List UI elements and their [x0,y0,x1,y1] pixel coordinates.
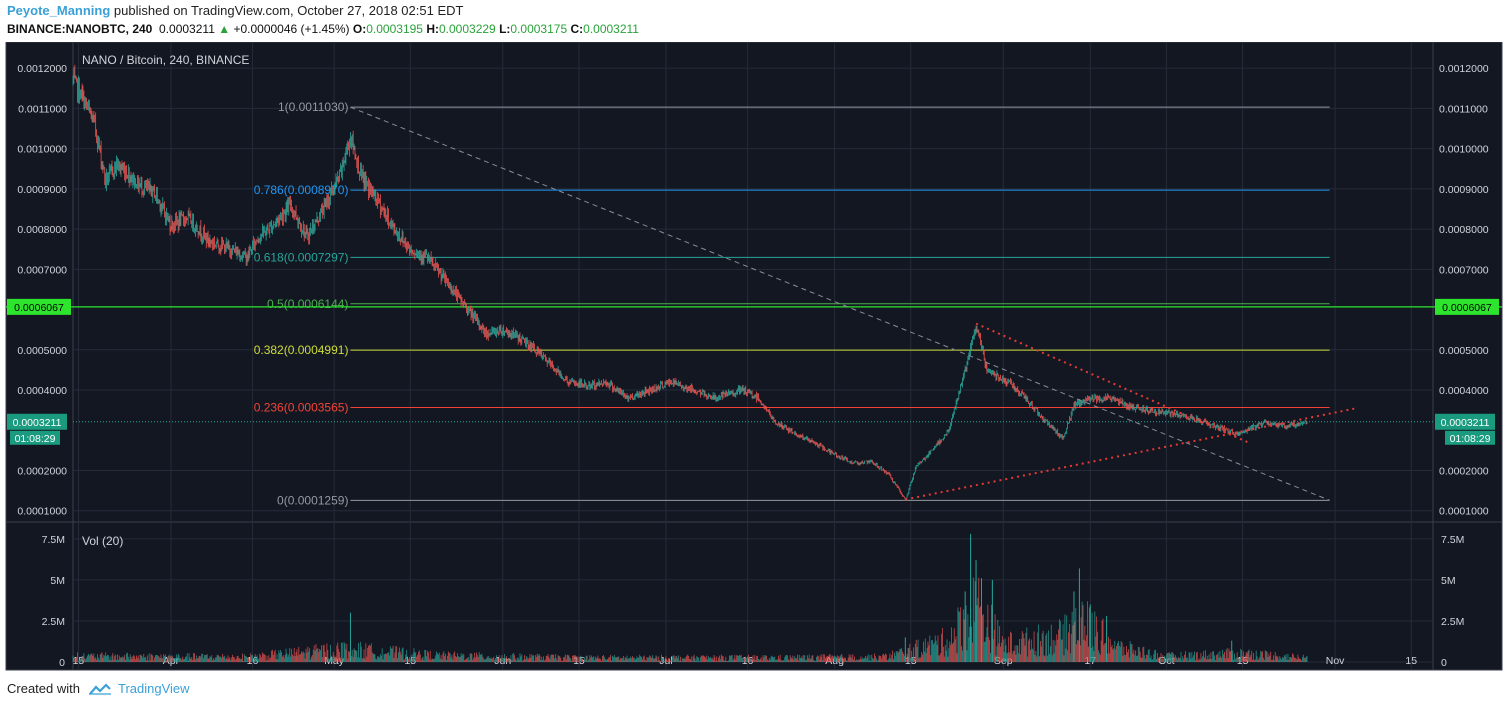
vol-tick-label-left: 7.5M [42,534,65,546]
x-tick-label: 15 [1405,655,1417,667]
y-tick-label-right: 0.0005000 [1439,345,1489,357]
price-chart[interactable]: 0.0012000 0.0012000 0.0011000 0.0011000 0.00… [0,42,1508,672]
y-tick-label-right: 0.0012000 [1439,63,1489,75]
volume-label: Vol (20) [82,534,123,548]
close-label: C: [570,22,584,36]
chart-background [5,42,1503,671]
fib-level-label: 0.382(0.0004991) [254,343,349,357]
y-tick-label-left: 0.0005000 [17,345,67,357]
y-tick-label-right: 0.0011000 [1439,103,1488,115]
vol-tick-label-left: 5M [50,575,65,587]
y-tick-label-left: 0.0010000 [17,144,67,156]
level-label-right: 0.0006067 [1435,298,1499,315]
level-label-text: 0.0006067 [1442,302,1492,314]
high-value: 0.0003229 [438,22,496,36]
fib-level-label: 0.5(0.0006144) [267,297,348,311]
y-tick-label-right: 0.0007000 [1439,264,1489,276]
y-tick-label-left: 0.0011000 [18,103,67,115]
open-value: 0.0003195 [366,22,423,36]
y-tick-label-right: 0.0004000 [1439,385,1489,397]
vol-tick-label-right: 5M [1441,575,1456,587]
vol-tick-label-left: 0 [59,657,65,669]
y-tick-label-right: 0.0001000 [1439,506,1489,518]
last-price-label-right: 0.0003211 01:08:29 [1435,413,1495,445]
fib-level-label: 0.236(0.0003565) [254,401,349,415]
low-value: 0.0003175 [510,22,568,36]
close-value: 0.0003211 [583,22,639,36]
up-arrow-icon: ▲ [218,22,231,36]
publish-line: Peyote_Manning published on TradingView.… [7,3,463,18]
trend-line-dotted [975,322,1249,444]
footer: Created with TradingView [7,681,190,696]
level-label-left: 0.0006067 [7,298,71,315]
y-tick-label-left: 0.0001000 [17,506,67,518]
fib-level-label: 0.786(0.0008970) [254,183,349,197]
y-tick-label-left: 0.0008000 [17,224,67,236]
tradingview-link[interactable]: TradingView [117,681,190,696]
author-link[interactable]: Peyote_Manning [7,3,111,18]
fib-level-label: 1(0.0011030) [278,100,349,114]
y-tick-label-right: 0.0009000 [1439,184,1489,196]
open-label: O: [352,22,367,36]
y-tick-label-right: 0.0008000 [1439,224,1489,236]
y-tick-label-right: 0.0010000 [1439,144,1489,156]
countdown-text: 01:08:29 [15,433,56,445]
vol-tick-label-right: 2.5M [1441,616,1464,628]
y-tick-label-left: 0.0002000 [17,465,67,477]
created-with-text: Created with [7,681,80,696]
volume-bars [72,533,1308,662]
fib-trend-line-dashed [350,106,1330,501]
level-label-text: 0.0006067 [14,302,64,314]
y-tick-label-right: 0.0002000 [1439,465,1489,477]
y-tick-label-left: 0.0009000 [17,184,67,196]
fibonacci-retracement: 1(0.0011030) 0.786(0.0008970) 0.618(0.0007… [254,100,1330,507]
publish-info: published on TradingView.com, October 27… [113,3,464,18]
last-price-text: 0.0003211 [13,417,62,429]
tradingview-logo-icon [88,682,111,695]
last-price-text: 0.0003211 [1441,417,1490,429]
vol-tick-label-right: 0 [1441,657,1447,669]
x-tick-label: Nov [1326,655,1345,667]
high-label: H: [426,22,439,36]
grid [73,42,1433,670]
countdown-text: 01:08:29 [1450,433,1491,445]
symbol-label: BINANCE:NANOBTC, 240 [7,22,153,36]
chart-title: NANO / Bitcoin, 240, BINANCE [82,53,249,67]
fib-level-label: 0(0.0001259) [277,493,348,507]
change-value: +0.0000046 (+1.45%) [233,22,350,36]
low-label: L: [499,22,511,36]
y-tick-label-left: 0.0004000 [17,385,67,397]
vol-tick-label-right: 7.5M [1441,534,1464,546]
last-price-value: 0.0003211 [159,22,215,36]
y-tick-label-left: 0.0007000 [17,264,67,276]
ohlc-line: BINANCE:NANOBTC, 240 0.0003211 ▲ +0.0000… [7,22,639,36]
last-price-label-left: 0.0003211 01:08:29 [7,413,67,445]
y-tick-label-left: 0.0012000 [17,63,67,75]
fib-level-label: 0.618(0.0007297) [254,250,349,264]
vol-tick-label-left: 2.5M [42,616,65,628]
